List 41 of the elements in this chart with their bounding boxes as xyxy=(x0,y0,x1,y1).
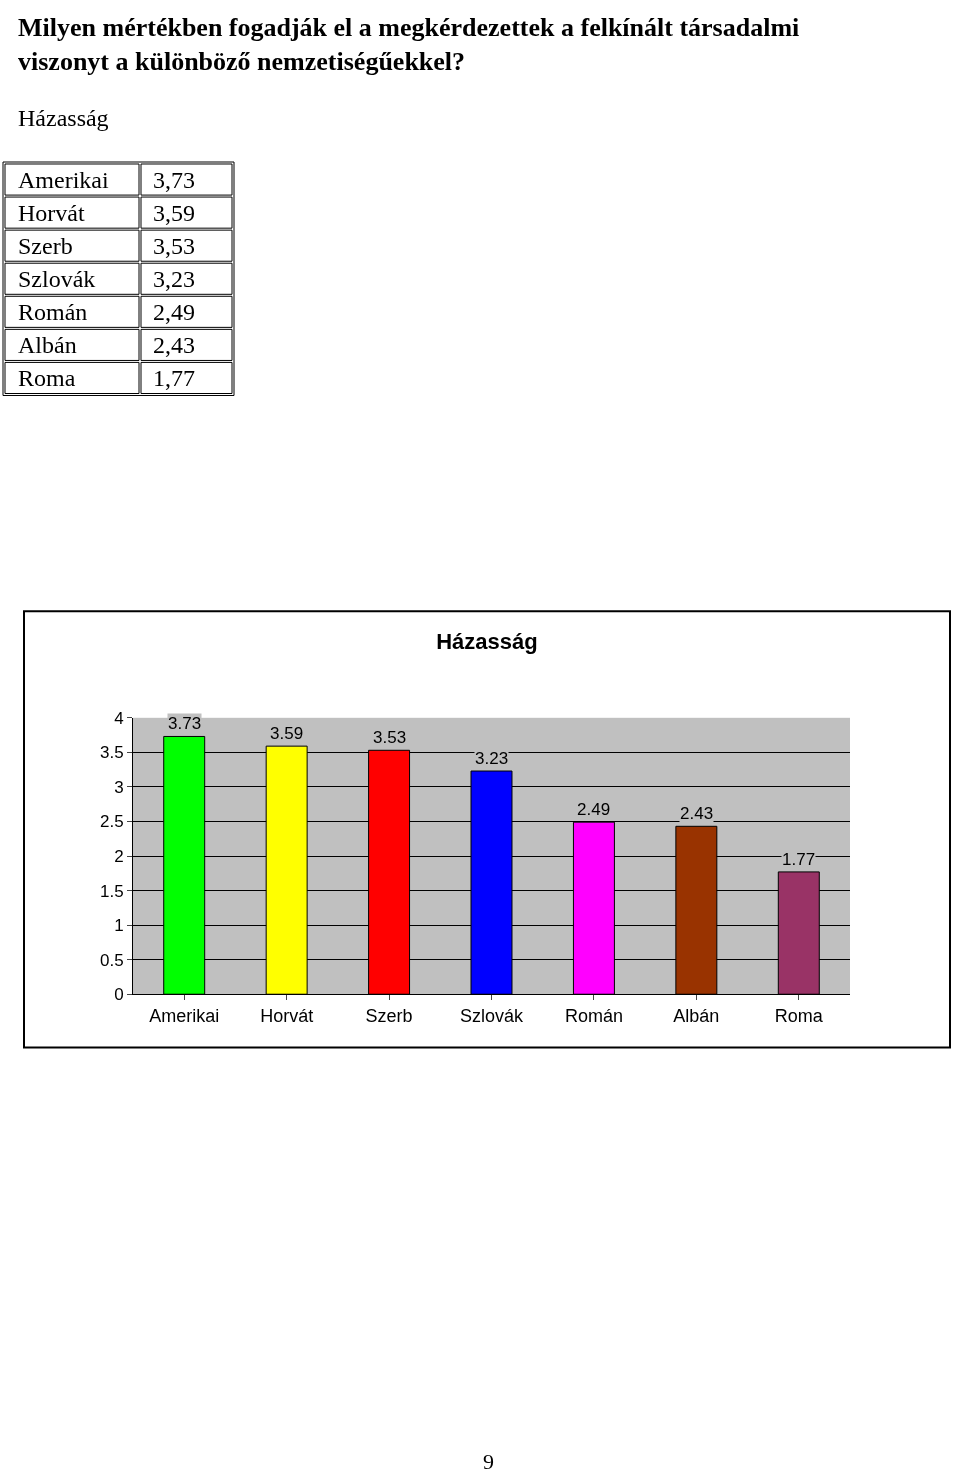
x-tick-label: Albán xyxy=(673,1005,720,1026)
chart-title: Házasság xyxy=(436,628,538,654)
text: 1,77 xyxy=(153,365,195,391)
y-tick-label: 0 xyxy=(114,985,124,1005)
text: Házasság xyxy=(18,105,109,131)
y-tick-label: 2.5 xyxy=(99,812,124,832)
y-tick-label: 3.5 xyxy=(99,743,124,763)
x-tick-label: Szerb xyxy=(365,1005,413,1026)
text: Roma xyxy=(18,365,76,391)
text: Szerb xyxy=(18,233,73,259)
x-tick-label: Roma xyxy=(774,1005,824,1026)
x-tick-label: Szlovák xyxy=(459,1005,525,1026)
text: Román xyxy=(18,299,88,325)
data-label: 3.53 xyxy=(373,728,407,747)
text: 3,53 xyxy=(153,233,195,259)
text: 2,43 xyxy=(153,332,195,358)
text: 3,23 xyxy=(153,266,195,292)
text: 3,73 xyxy=(153,167,195,193)
data-label: 3.59 xyxy=(270,724,304,743)
text: 3,59 xyxy=(153,200,195,226)
x-tick-label: Horvát xyxy=(260,1005,314,1026)
text: Horvát xyxy=(18,200,85,226)
data-label: 2.43 xyxy=(680,804,714,823)
y-tick-label: 3 xyxy=(114,777,124,797)
x-tick-label: Amerikai xyxy=(149,1005,220,1026)
y-tick-label: 1 xyxy=(114,916,124,936)
data-label: 3.23 xyxy=(475,749,509,768)
text: 2,49 xyxy=(153,299,195,325)
text: Milyen mértékben fogadják el a megkérdezettek a felkínált társadalmi viszonyt a különböző nemzetiségűekkel? xyxy=(18,13,800,76)
y-tick-label: 2 xyxy=(114,846,124,866)
data-label: 2.49 xyxy=(577,800,611,819)
x-tick-label: Román xyxy=(564,1005,623,1026)
data-label: 1.77 xyxy=(782,850,816,869)
data-label: 3.73 xyxy=(168,714,202,733)
text: 9 xyxy=(483,1449,494,1474)
y-tick-label: 0.5 xyxy=(99,950,124,970)
y-tick-label: 4 xyxy=(114,708,124,728)
text: Albán xyxy=(18,332,77,358)
y-tick-label: 1.5 xyxy=(99,881,124,901)
text: Amerikai xyxy=(18,167,109,193)
text: Szlovák xyxy=(18,266,96,292)
